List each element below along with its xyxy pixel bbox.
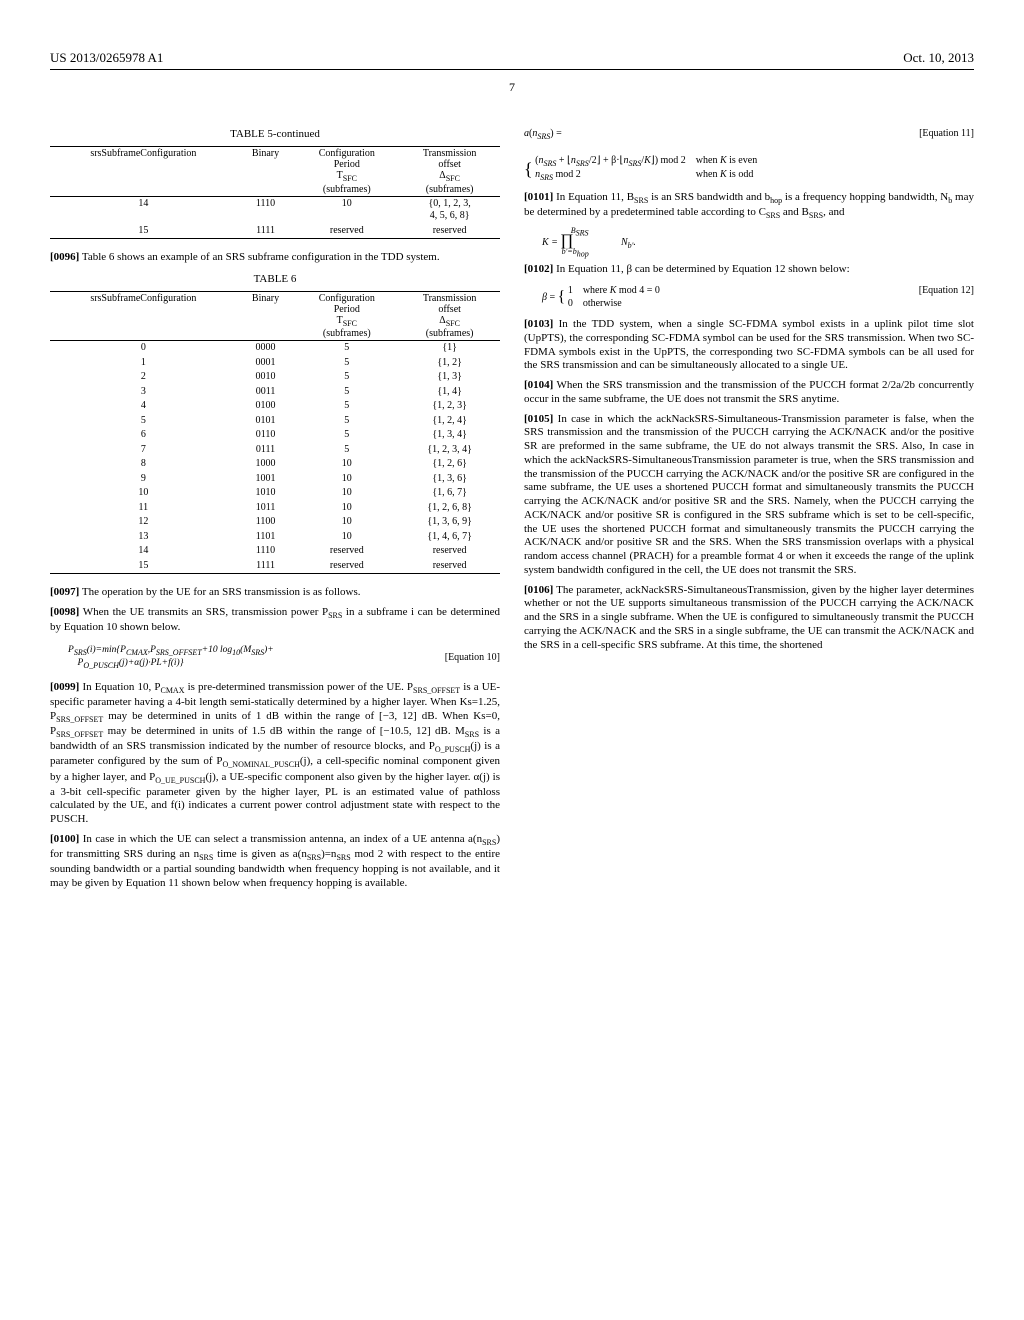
equation-11: a(nSRS) = { (nSRS + ⌊nSRS/2⌋ + β·⌊nSRS/K… bbox=[524, 128, 974, 183]
table-row: 8100010{1, 2, 6} bbox=[50, 457, 500, 472]
table-row: 13110110{1, 4, 6, 7} bbox=[50, 530, 500, 545]
table-row: 11101110{1, 2, 6, 8} bbox=[50, 501, 500, 516]
table-row: 151111reservedreserved bbox=[50, 559, 500, 574]
paragraph-96: [0096] Table 6 shows an example of an SR… bbox=[50, 251, 500, 265]
t5-h3: TransmissionoffsetΔSFC(subframes) bbox=[399, 146, 500, 196]
right-column: a(nSRS) = { (nSRS + ⌊nSRS/2⌋ + β·⌊nSRS/K… bbox=[524, 120, 974, 897]
paragraph-104: [0104] When the SRS transmission and the… bbox=[524, 379, 974, 407]
paragraph-98: [0098] When the UE transmits an SRS, tra… bbox=[50, 606, 500, 635]
t5-h1: Binary bbox=[237, 146, 295, 196]
paragraph-99: [0099] In Equation 10, PCMAX is pre-dete… bbox=[50, 681, 500, 827]
table-row: 12110010{1, 3, 6, 9} bbox=[50, 515, 500, 530]
table-5-caption: TABLE 5-continued bbox=[50, 128, 500, 142]
table-5: TABLE 5-continued srsSubframeConfigurati… bbox=[50, 128, 500, 239]
paragraph-102: [0102] In Equation 11, β can be determin… bbox=[524, 263, 974, 277]
table-6-caption: TABLE 6 bbox=[50, 273, 500, 287]
t6-h1: Binary bbox=[237, 291, 295, 341]
table-row: 141110reservedreserved bbox=[50, 544, 500, 559]
paragraph-105: [0105] In case in which the ackNackSRS-S… bbox=[524, 413, 974, 578]
t5-h0: srsSubframeConfiguration bbox=[50, 146, 237, 196]
paragraph-97: [0097] The operation by the UE for an SR… bbox=[50, 586, 500, 600]
table-row: 501015{1, 2, 4} bbox=[50, 414, 500, 429]
table-row: 14 1110 10 {0, 1, 2, 3,4, 5, 6, 8} bbox=[50, 196, 500, 224]
equation-12: β = { 1 where K mod 4 = 0 0 otherwise [E… bbox=[524, 285, 974, 310]
paragraph-103: [0103] In the TDD system, when a single … bbox=[524, 318, 974, 373]
table-row: 200105{1, 3} bbox=[50, 370, 500, 385]
equation-K: K = ∏b'=bhopBSRS Nb'. bbox=[542, 231, 974, 254]
left-column: TABLE 5-continued srsSubframeConfigurati… bbox=[50, 120, 500, 897]
table-row: 10101010{1, 6, 7} bbox=[50, 486, 500, 501]
table-row: 701115{1, 2, 3, 4} bbox=[50, 443, 500, 458]
t6-h3: TransmissionoffsetΔSFC(subframes) bbox=[399, 291, 500, 341]
table-row: 601105{1, 3, 4} bbox=[50, 428, 500, 443]
paragraph-106: [0106] The parameter, ackNackSRS-Simulta… bbox=[524, 584, 974, 653]
page-number: 7 bbox=[50, 80, 974, 95]
t6-h2: ConfigurationPeriodTSFC(subframes) bbox=[294, 291, 399, 341]
paragraph-100: [0100] In case in which the UE can selec… bbox=[50, 833, 500, 891]
t5-h2: ConfigurationPeriodTSFC(subframes) bbox=[294, 146, 399, 196]
paragraph-101: [0101] In Equation 11, BSRS is an SRS ba… bbox=[524, 191, 974, 221]
table-row: 100015{1, 2} bbox=[50, 356, 500, 371]
equation-10: PSRS(i)=min{PCMAX,PSRS_OFFSET+10 log10(M… bbox=[68, 645, 500, 671]
t6-h0: srsSubframeConfiguration bbox=[50, 291, 237, 341]
doc-number: US 2013/0265978 A1 bbox=[50, 50, 163, 66]
table-row: 401005{1, 2, 3} bbox=[50, 399, 500, 414]
page-header: US 2013/0265978 A1 Oct. 10, 2013 bbox=[50, 50, 974, 70]
table-row: 9100110{1, 3, 6} bbox=[50, 472, 500, 487]
table-6: TABLE 6 srsSubframeConfiguration Binary … bbox=[50, 273, 500, 575]
doc-date: Oct. 10, 2013 bbox=[903, 50, 974, 66]
body-columns: TABLE 5-continued srsSubframeConfigurati… bbox=[50, 120, 974, 897]
table-row: 000005{1} bbox=[50, 341, 500, 356]
table-row: 300115{1, 4} bbox=[50, 385, 500, 400]
table-row: 15 1111 reserved reserved bbox=[50, 224, 500, 239]
